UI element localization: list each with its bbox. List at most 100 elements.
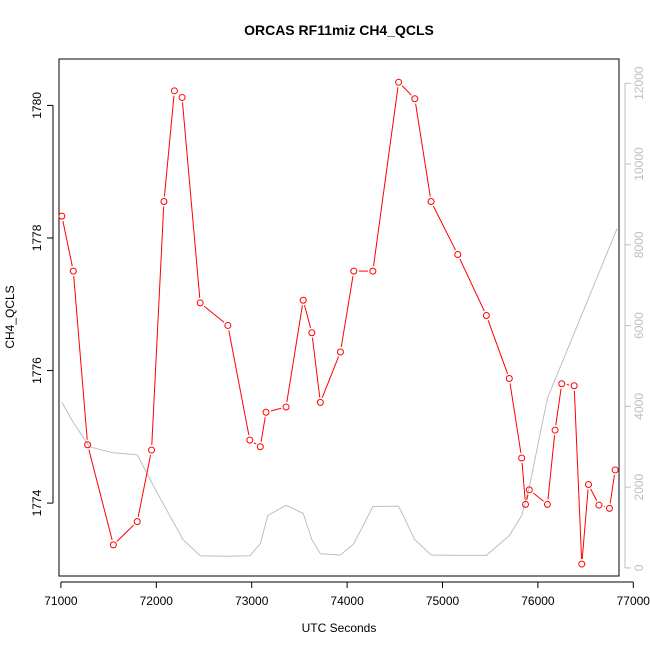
data-point [558,380,566,388]
series-layer [58,78,619,568]
series-segment [116,524,134,542]
y-tick-label: 1776 [30,357,44,384]
data-point [336,348,344,356]
series-segment [228,330,250,436]
series-segment [373,87,399,267]
series-segment [532,492,544,502]
data-point [505,374,513,382]
series-segment [432,205,456,251]
series-segment [555,388,562,426]
y2-tick-label: 8000 [632,231,646,258]
series-segment [88,449,113,541]
data-point [308,329,316,337]
x-tick-label: 73000 [235,594,269,608]
data-point [522,500,530,508]
data-point [148,446,156,454]
x-tick-label: 76000 [521,594,555,608]
series-segment [286,305,303,403]
series-segment [304,304,312,329]
y2-tick-label: 6000 [632,312,646,339]
series-segment [260,417,266,442]
data-point [224,321,232,329]
data-point [109,541,117,549]
data-point [196,299,204,307]
series-segment [311,337,321,398]
data-point [411,95,419,103]
data-point [570,382,578,390]
data-point [160,198,168,206]
data-point [262,408,270,416]
data-point [611,466,619,474]
data-point [595,501,603,509]
y2-axis: 0 2000 4000 6000 8000 10000 12000 [624,66,646,571]
series-segment [321,356,340,398]
series-segment [521,462,526,500]
series-segment [137,454,152,517]
data-point [84,441,92,449]
series-segment [163,95,175,197]
y2-tick-label: 12000 [632,66,646,100]
series-segment [590,488,598,501]
x-tick-label: 75000 [426,594,460,608]
data-point [256,443,264,451]
y-tick-label: 1778 [30,224,44,251]
x-tick-label: 71000 [44,594,78,608]
series-segment [340,275,354,348]
data-point [551,426,559,434]
series-segment [203,305,225,323]
y2-tick-label: 10000 [632,147,646,181]
series-segment [487,320,509,374]
y-axis: 1774 1776 1778 1780 [30,92,54,516]
data-point [395,78,403,86]
series-segment [62,220,73,267]
data-point [133,518,141,526]
data-point [578,560,586,568]
data-point [369,267,377,275]
data-point [178,93,186,101]
data-point [246,436,254,444]
series-segment [609,474,615,504]
series-segment [401,85,412,96]
data-point [584,481,592,489]
x-axis-label: UTC Seconds [302,621,377,635]
data-point [350,267,358,275]
series-segment [270,407,282,412]
y2-tick-label: 0 [632,564,646,571]
series-line-secondary [61,228,618,557]
series-segment [581,489,589,560]
x-tick-label: 72000 [140,594,174,608]
series-segment [253,442,257,445]
y2-tick-label: 4000 [632,393,646,420]
data-point [427,198,435,206]
series-segment [573,390,583,560]
chart-title: ORCAS RF11miz CH4_QCLS [244,22,434,38]
data-point [543,500,551,508]
data-point [58,212,66,220]
y2-tick-label: 2000 [632,473,646,500]
y-axis-label: CH4_QCLS [3,285,17,348]
x-tick-label: 74000 [330,594,364,608]
data-point [482,312,490,320]
y-tick-label: 1780 [30,92,44,119]
y-tick-label: 1774 [30,489,44,516]
data-point [454,251,462,259]
data-point [170,87,178,95]
data-point [316,398,324,406]
series-segment [526,494,529,500]
plot-frame [58,58,620,577]
data-point [69,267,77,275]
x-tick-label: 77000 [617,594,650,608]
data-point [605,504,613,512]
data-point [299,296,307,304]
series-segment [509,383,522,454]
series-segment [151,206,165,446]
series-segment [182,102,201,298]
series-segment [459,258,485,312]
data-point [525,486,533,494]
series-segment [73,276,88,440]
data-point [518,454,526,462]
x-axis: 71000 72000 73000 74000 75000 76000 77000 [44,581,650,608]
series-segment [547,435,556,500]
series-segment [415,103,431,197]
